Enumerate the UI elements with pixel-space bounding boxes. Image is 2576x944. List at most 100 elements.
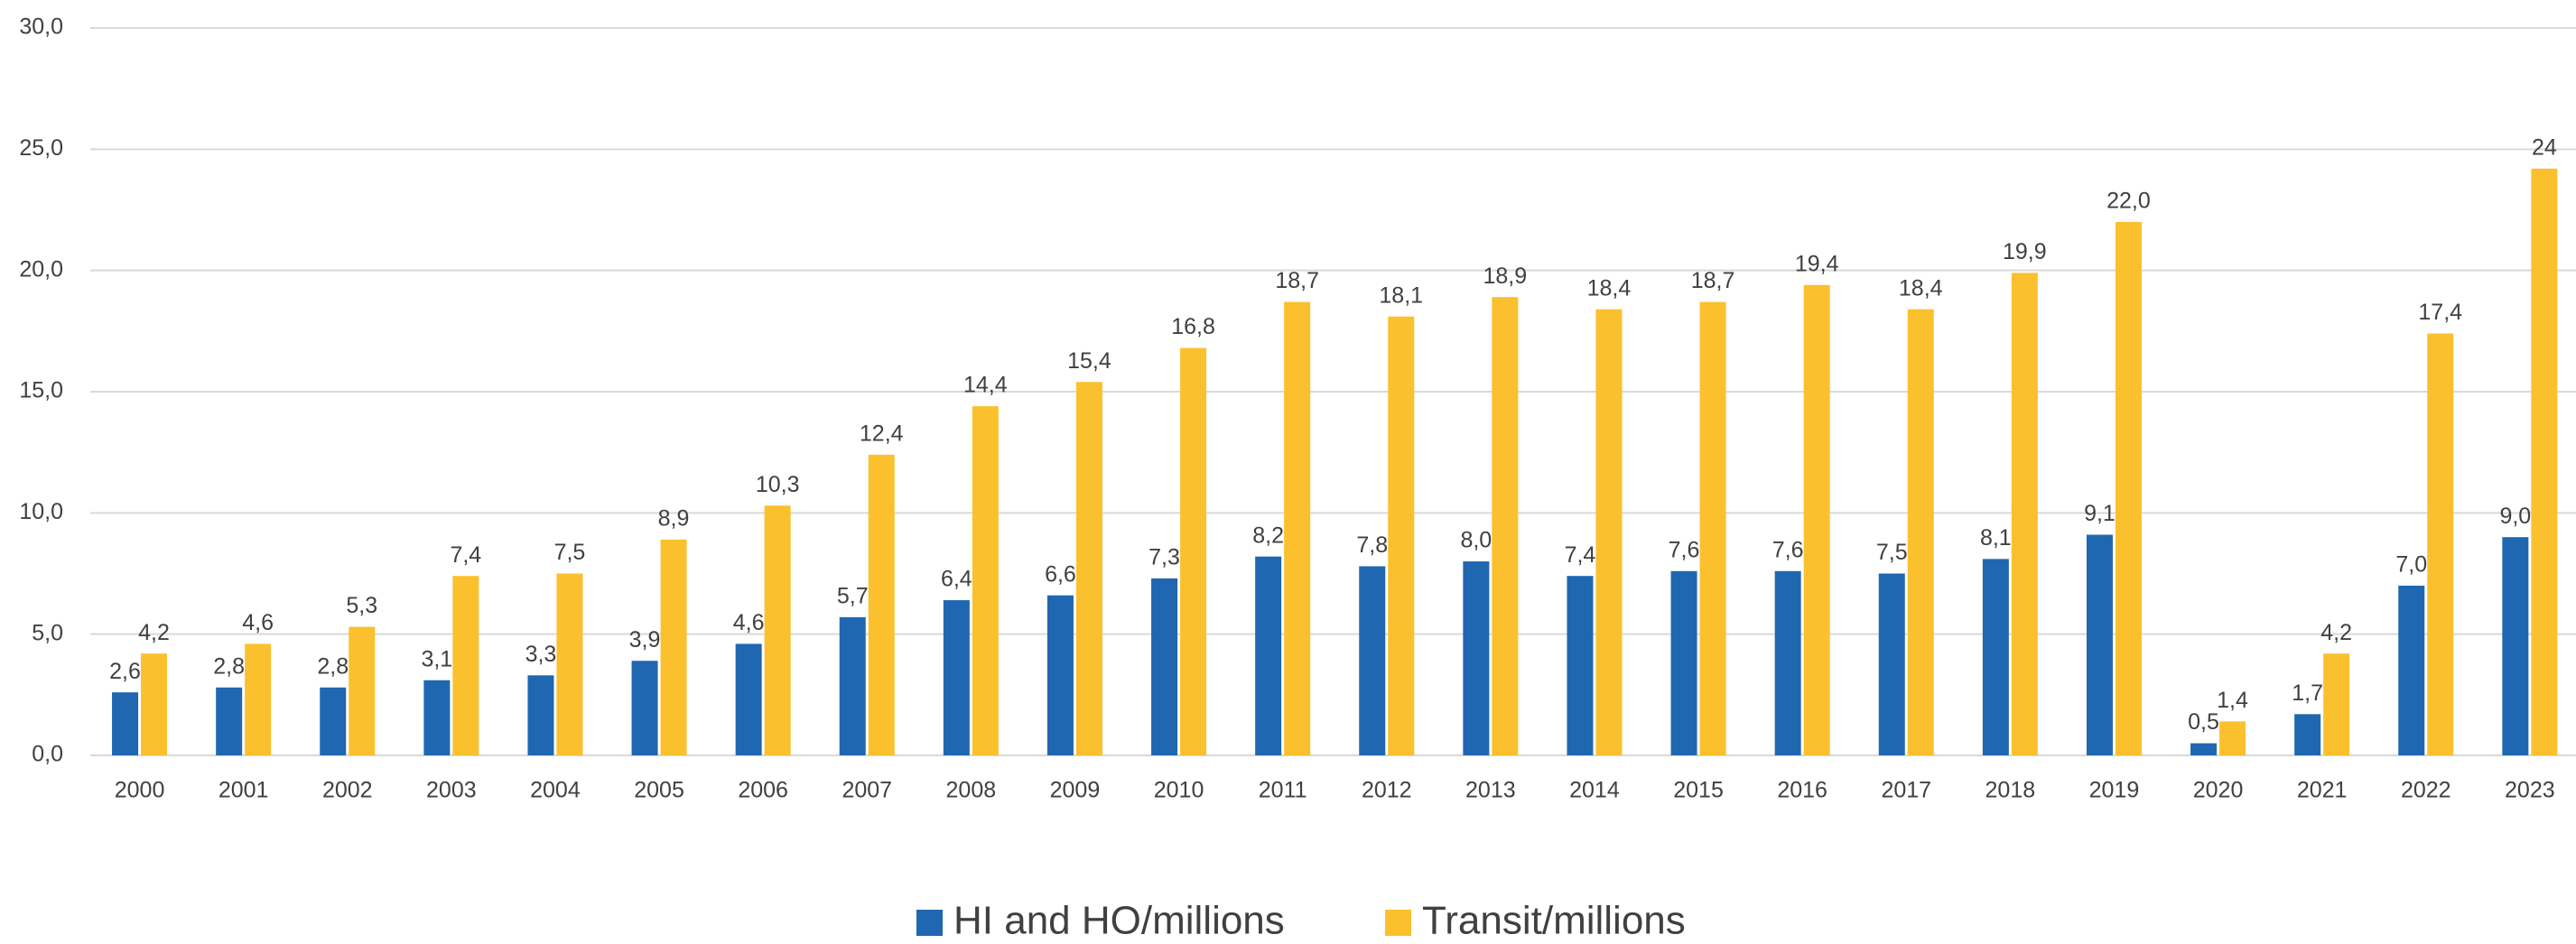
data-label: 5,3 xyxy=(346,593,377,618)
bar xyxy=(943,600,970,755)
y-tick-label: 5,0 xyxy=(32,620,63,645)
bar xyxy=(349,626,376,755)
bar xyxy=(1359,566,1386,755)
data-label: 19,9 xyxy=(2003,239,2047,264)
data-label: 7,6 xyxy=(1669,537,1700,562)
x-tick-label: 2022 xyxy=(2401,778,2451,803)
data-label: 8,2 xyxy=(1252,523,1284,548)
x-tick-label: 2012 xyxy=(1362,778,1412,803)
data-label: 1,4 xyxy=(2217,688,2248,713)
data-label: 7,5 xyxy=(554,540,586,565)
x-tick-label: 2014 xyxy=(1569,778,1620,803)
bar xyxy=(1907,309,1934,755)
x-tick-label: 2009 xyxy=(1050,778,1101,803)
data-label: 4,2 xyxy=(138,620,170,645)
data-label: 9,0 xyxy=(2499,504,2531,529)
x-tick-label: 2005 xyxy=(634,778,684,803)
y-tick-label: 30,0 xyxy=(19,14,63,40)
bar xyxy=(2531,168,2558,755)
data-label: 7,3 xyxy=(1149,544,1180,569)
bar xyxy=(1982,559,2009,755)
data-label: 10,3 xyxy=(756,472,800,497)
bar xyxy=(1463,561,1490,755)
bar xyxy=(527,675,554,755)
data-label: 16,8 xyxy=(1171,314,1215,339)
bar xyxy=(972,406,999,755)
x-tick-label: 2006 xyxy=(738,778,788,803)
data-label: 7,4 xyxy=(1565,542,1596,568)
y-tick-label: 15,0 xyxy=(19,378,63,403)
bar xyxy=(216,687,243,755)
x-tick-label: 2000 xyxy=(115,778,165,803)
x-tick-label: 2015 xyxy=(1673,778,1724,803)
bar xyxy=(2502,537,2529,755)
y-tick-label: 0,0 xyxy=(32,742,63,767)
bar xyxy=(2427,333,2454,755)
data-label: 18,4 xyxy=(1899,275,1943,301)
bar xyxy=(1670,570,1697,755)
bar xyxy=(1878,573,1905,755)
data-label: 8,0 xyxy=(1460,528,1492,553)
y-tick-label: 20,0 xyxy=(19,256,63,282)
x-tick-label: 2008 xyxy=(946,778,997,803)
bar xyxy=(112,692,139,755)
x-tick-label: 2011 xyxy=(1259,778,1307,803)
bar xyxy=(1388,316,1415,755)
bar xyxy=(735,643,762,755)
bar xyxy=(1595,309,1623,755)
data-label: 3,9 xyxy=(629,627,661,652)
data-label: 9,1 xyxy=(2084,501,2116,526)
bar xyxy=(2294,714,2321,755)
legend-label: HI and HO/millions xyxy=(953,899,1285,943)
bar xyxy=(1180,347,1207,755)
bar xyxy=(868,454,895,755)
data-label: 3,1 xyxy=(421,646,452,671)
legend-swatch xyxy=(916,910,943,936)
data-label: 2,8 xyxy=(213,653,245,679)
bar xyxy=(1046,595,1074,755)
data-label: 1,7 xyxy=(2292,680,2323,706)
x-tick-label: 2020 xyxy=(2193,778,2244,803)
data-label: 18,4 xyxy=(1587,275,1632,301)
data-label: 17,4 xyxy=(2418,300,2462,325)
bar xyxy=(2190,743,2218,755)
data-label: 7,5 xyxy=(1876,540,1908,565)
data-label: 0,5 xyxy=(2188,709,2219,735)
data-label: 2,8 xyxy=(317,653,349,679)
data-label: 2,6 xyxy=(109,659,141,684)
x-tick-label: 2018 xyxy=(1985,778,2036,803)
data-label: 7,0 xyxy=(2395,552,2427,578)
bar xyxy=(423,680,451,755)
x-tick-label: 2003 xyxy=(426,778,477,803)
x-tick-label: 2002 xyxy=(322,778,373,803)
bar xyxy=(631,661,658,755)
data-label: 4,6 xyxy=(242,610,274,635)
bar xyxy=(2398,585,2425,755)
data-label: 14,4 xyxy=(963,373,1008,398)
data-label: 8,1 xyxy=(1980,525,2012,551)
x-tick-label: 2016 xyxy=(1777,778,1827,803)
bar xyxy=(1803,284,1830,756)
data-label: 18,7 xyxy=(1691,268,1735,293)
bar xyxy=(1567,576,1594,755)
bar xyxy=(2219,721,2246,755)
bar xyxy=(1492,297,1519,755)
bar xyxy=(764,505,791,755)
x-tick-label: 2023 xyxy=(2505,778,2555,803)
data-label: 7,8 xyxy=(1356,532,1388,558)
data-label: 7,6 xyxy=(1772,537,1804,562)
data-label: 19,4 xyxy=(1795,251,1839,276)
x-tick-label: 2007 xyxy=(842,778,892,803)
legend-label: Transit/millions xyxy=(1422,899,1686,943)
x-tick-label: 2001 xyxy=(219,778,269,803)
data-label: 3,3 xyxy=(525,642,557,667)
legend-swatch xyxy=(1385,910,1411,936)
data-label: 18,9 xyxy=(1483,264,1528,289)
data-label: 4,6 xyxy=(733,610,765,635)
x-tick-label: 2017 xyxy=(1881,778,1931,803)
data-label: 8,9 xyxy=(658,505,690,531)
bar xyxy=(2086,534,2113,755)
x-tick-label: 2010 xyxy=(1154,778,1204,803)
data-label: 18,1 xyxy=(1379,282,1423,308)
